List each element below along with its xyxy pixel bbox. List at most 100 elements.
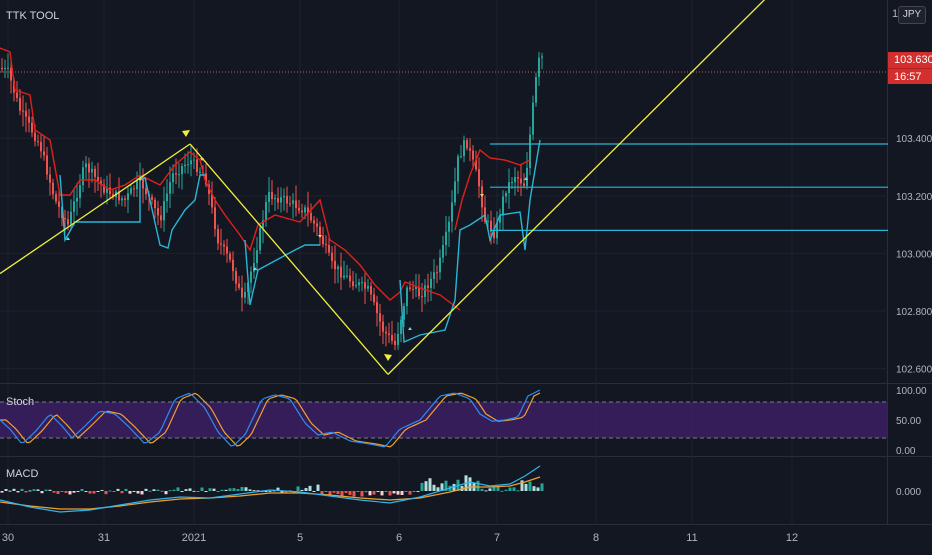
- macd-histogram-bar: [304, 488, 308, 491]
- candle-body: [529, 134, 531, 168]
- candle-body: [85, 163, 87, 168]
- signal-marker: [480, 194, 484, 197]
- macd-histogram-bar: [240, 486, 244, 491]
- macd-histogram-bar: [340, 491, 344, 497]
- candle-body: [430, 278, 432, 288]
- candle-body: [34, 132, 36, 142]
- candle-body: [193, 159, 195, 161]
- macd-histogram-bar: [104, 491, 108, 495]
- macd-histogram-bar: [144, 488, 148, 491]
- trend-stop-red: [0, 47, 461, 311]
- macd-histogram-bar: [420, 482, 424, 491]
- candle-body: [463, 140, 465, 157]
- time-axis-label: 2021: [182, 532, 206, 544]
- macd-histogram-bar: [20, 488, 24, 491]
- candle-body: [226, 246, 228, 254]
- macd-histogram-bar: [244, 487, 248, 491]
- macd-histogram-bar: [56, 491, 60, 494]
- candle-body: [442, 245, 444, 258]
- candle-body: [412, 288, 414, 290]
- candle-body: [502, 196, 504, 216]
- macd-histogram-bar: [188, 488, 192, 491]
- macd-histogram-bar: [308, 485, 312, 491]
- candle-body: [103, 184, 105, 193]
- candle-body: [265, 201, 267, 221]
- macd-histogram-bar: [172, 489, 176, 491]
- candle-body: [238, 283, 240, 288]
- candle-body: [295, 200, 297, 209]
- time-axis-label: 12: [786, 532, 798, 544]
- macd-histogram-bar: [48, 489, 52, 491]
- candle-body: [220, 243, 222, 245]
- candle-body: [151, 196, 153, 200]
- candle-body: [391, 335, 393, 341]
- macd-histogram-bar: [212, 488, 216, 491]
- macd-histogram-bar: [476, 480, 480, 491]
- candle-body: [121, 198, 123, 201]
- macd-histogram-bar: [272, 490, 276, 492]
- macd-histogram-bar: [480, 488, 484, 491]
- candle-body: [97, 176, 99, 181]
- candle-body: [376, 302, 378, 314]
- candle-body: [409, 287, 411, 289]
- candle-body: [136, 180, 138, 190]
- candle-body: [517, 177, 519, 179]
- macd-histogram-bar: [232, 488, 236, 491]
- candle-body: [43, 151, 45, 156]
- candle-body: [436, 272, 438, 274]
- macd-histogram-bar: [112, 491, 116, 492]
- macd-histogram-bar: [500, 490, 504, 492]
- macd-histogram-bar: [392, 491, 396, 494]
- trend-stop-cyan: [399, 139, 541, 344]
- candle-body: [397, 333, 399, 345]
- candle-body: [7, 67, 9, 69]
- macd-histogram-bar: [296, 486, 300, 491]
- macd-histogram-bar: [492, 486, 496, 491]
- stoch-band: [0, 402, 888, 438]
- macd-histogram-bar: [168, 490, 172, 492]
- time-axis-label: 11: [686, 532, 697, 544]
- macd-histogram-bar: [452, 483, 456, 491]
- macd-histogram-bar: [64, 491, 68, 493]
- currency-button[interactable]: JPY: [898, 6, 926, 24]
- macd-histogram-bar: [152, 489, 156, 491]
- candle-body: [298, 208, 300, 211]
- macd-histogram-bar: [224, 489, 228, 491]
- trendline-arrowhead: [384, 354, 392, 361]
- macd-histogram-bar: [516, 490, 520, 492]
- stoch-label: Stoch: [6, 396, 35, 408]
- macd-histogram-bar: [368, 491, 372, 496]
- macd-histogram-bar: [0, 491, 4, 493]
- macd-histogram-bar: [348, 491, 352, 495]
- candle-body: [79, 185, 81, 198]
- candle-body: [385, 331, 387, 334]
- candle-body: [271, 191, 273, 200]
- macd-histogram-bar: [528, 481, 532, 491]
- macd-histogram-bar: [84, 491, 88, 492]
- macd-histogram-bar: [376, 491, 380, 492]
- candle-body: [451, 202, 453, 222]
- time-axis-label: 5: [297, 532, 303, 544]
- macd-histogram-bar: [520, 480, 524, 491]
- candle-body: [322, 235, 324, 245]
- candle-body: [289, 203, 291, 205]
- candle-body: [205, 173, 207, 185]
- trend-stop-cyan: [59, 174, 205, 249]
- macd-histogram-bar: [356, 491, 360, 492]
- macd-histogram-bar: [160, 490, 164, 492]
- time-axis-label: 30: [2, 532, 14, 544]
- macd-histogram-bar: [436, 487, 440, 491]
- candle-body: [40, 141, 42, 152]
- candle-body: [340, 266, 342, 278]
- candle-body: [1, 68, 3, 69]
- candle-body: [478, 169, 480, 187]
- candle-body: [538, 57, 540, 78]
- macd-histogram-bar: [416, 491, 420, 492]
- candle-body: [109, 187, 111, 195]
- candle-body: [235, 271, 237, 284]
- stoch-tick-label: 50.00: [896, 416, 921, 427]
- candle-body: [334, 260, 336, 270]
- candle-body: [379, 313, 381, 322]
